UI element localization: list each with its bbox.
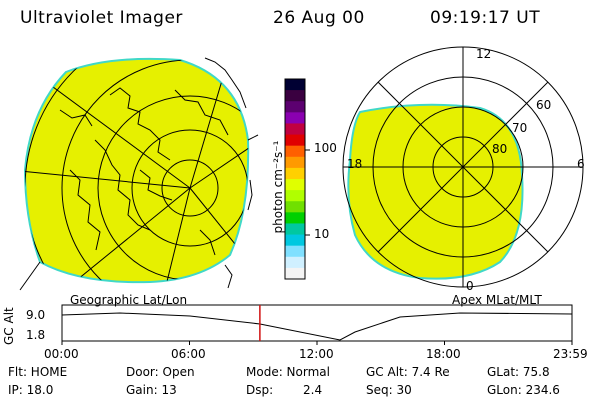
- time-tick-1: 06:00: [171, 347, 206, 361]
- altitude-tick-bottom: 1.8: [26, 328, 46, 342]
- altitude-tick-top: 9.0: [26, 308, 46, 322]
- mlat-label-70: 70: [512, 121, 528, 135]
- colorbar-segment: [285, 101, 305, 113]
- colorbar-segment: [285, 179, 305, 191]
- instrument-title: Ultraviolet Imager: [20, 8, 183, 28]
- door-status: Door: Open: [126, 365, 195, 379]
- colorbar-tick-10: 10: [314, 227, 330, 241]
- colorbar-segment: [285, 245, 305, 258]
- mlt-label-18: 18: [347, 157, 363, 171]
- mlt-label-12: 12: [476, 47, 492, 61]
- apex-map-caption: Apex MLat/MLT: [452, 293, 542, 307]
- colorbar-segment: [285, 156, 305, 169]
- geographic-longitude: GLon: 234.6: [487, 383, 560, 397]
- apex-emission-region: [347, 103, 524, 280]
- colorbar-segment: [285, 256, 305, 269]
- geographic-latitude: GLat: 75.8: [487, 365, 550, 379]
- colorbar-segment: [285, 167, 305, 180]
- observation-date: 26 Aug 00: [273, 8, 365, 28]
- colorbar-segment: [285, 223, 305, 236]
- time-tick-2: 12:00: [299, 347, 334, 361]
- flight-status: Flt: HOME: [8, 365, 68, 379]
- observation-time: 09:19:17 UT: [430, 8, 541, 28]
- colorbar-segment: [285, 90, 305, 102]
- time-tick-4: 23:59: [553, 347, 588, 361]
- colorbar-segment: [285, 79, 305, 91]
- mlat-label-60: 60: [536, 98, 552, 112]
- altitude-axis-label: GC Alt: [2, 307, 16, 345]
- colorbar-segment: [285, 134, 305, 147]
- colorbar-segment: [285, 201, 305, 213]
- dsp-value: 2.4: [303, 383, 323, 397]
- gain-value: Gain: 13: [126, 383, 177, 397]
- dsp-label: Dsp:: [246, 383, 274, 397]
- colorbar-segment: [285, 212, 305, 224]
- mlt-label-0: 0: [466, 279, 474, 293]
- colorbar-segment: [285, 234, 305, 247]
- gc-altitude: GC Alt: 7.4 Re: [366, 365, 450, 379]
- sequence-number: Seq: 30: [366, 383, 412, 397]
- mode-status: Mode: Normal: [246, 365, 330, 379]
- geographic-map-caption: Geographic Lat/Lon: [70, 293, 188, 307]
- mlt-label-6: 6: [577, 157, 585, 171]
- colorbar-segment: [285, 123, 305, 136]
- colorbar-segment: [285, 190, 305, 202]
- ip-value: IP: 18.0: [8, 383, 54, 397]
- colorbar-segment: [285, 145, 305, 158]
- colorbar-segment: [285, 267, 305, 280]
- mlat-label-80: 80: [492, 142, 508, 156]
- colorbar-segment: [285, 112, 305, 124]
- time-tick-3: 18:00: [426, 347, 461, 361]
- apex-grid: [342, 46, 584, 288]
- time-tick-0: 00:00: [44, 347, 79, 361]
- colorbar-tick-100: 100: [314, 141, 337, 155]
